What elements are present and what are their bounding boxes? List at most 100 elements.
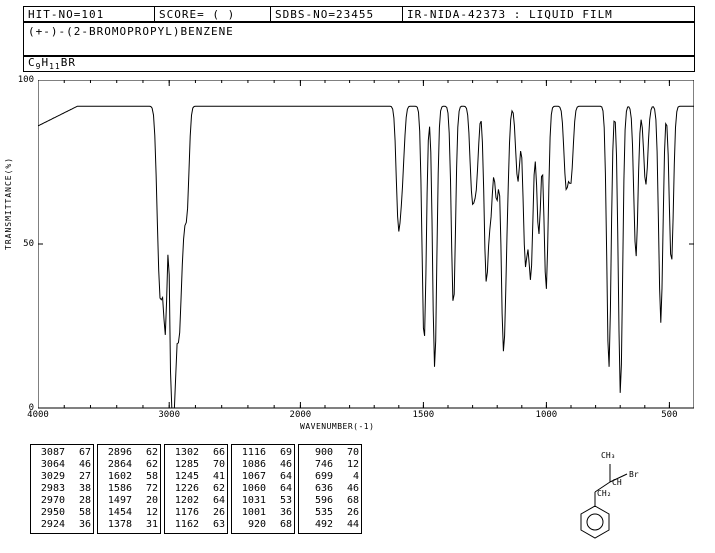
peak-wn: 3087 xyxy=(33,447,69,459)
y-axis-label: TRANSMITTANCE(%) xyxy=(4,157,13,250)
compound-name-cell: (+-)-(2-BROMOPROPYL)BENZENE xyxy=(23,22,695,56)
x-tick-label: 3000 xyxy=(149,410,189,420)
peak-wn: 746 xyxy=(301,459,337,471)
peak-t: 53 xyxy=(270,495,292,507)
peak-wn: 2864 xyxy=(100,459,136,471)
peak-t: 68 xyxy=(337,495,359,507)
ch-label: CH xyxy=(612,478,622,487)
peak-wn: 1202 xyxy=(167,495,203,507)
formula-cell: C9H11BR xyxy=(23,56,695,72)
peak-t: 58 xyxy=(69,507,91,519)
peak-t: 69 xyxy=(270,447,292,459)
peak-row: 160258 xyxy=(100,471,158,483)
molecule-diagram: CH₃ Br CH CH₂ xyxy=(555,444,655,539)
peak-wn: 1497 xyxy=(100,495,136,507)
peak-t: 70 xyxy=(203,459,225,471)
peak-row: 59668 xyxy=(301,495,359,507)
peak-row: 108646 xyxy=(234,459,292,471)
peak-t: 38 xyxy=(69,483,91,495)
peak-t: 27 xyxy=(69,471,91,483)
x-tick-label: 500 xyxy=(649,410,689,420)
ir-cell: IR-NIDA-42373 : LIQUID FILM xyxy=(403,6,695,22)
sdbs-no-cell: SDBS-NO=23455 xyxy=(271,6,403,22)
peak-wn: 1116 xyxy=(234,447,270,459)
molecule-svg: CH₃ Br CH CH₂ xyxy=(555,444,655,539)
peak-t: 70 xyxy=(337,447,359,459)
peak-wn: 1162 xyxy=(167,519,203,531)
peak-wn: 535 xyxy=(301,507,337,519)
peak-row: 6994 xyxy=(301,471,359,483)
x-tick-label: 1500 xyxy=(403,410,443,420)
peak-wn: 2924 xyxy=(33,519,69,531)
peak-t: 67 xyxy=(69,447,91,459)
peak-t: 36 xyxy=(270,507,292,519)
peak-row: 292436 xyxy=(33,519,91,531)
peak-wn: 3064 xyxy=(33,459,69,471)
peak-t: 20 xyxy=(136,495,158,507)
peak-t: 62 xyxy=(203,483,225,495)
peak-table-4: 9007074612699463646596685352649244 xyxy=(298,444,362,534)
peak-row: 120264 xyxy=(167,495,225,507)
peak-row: 145412 xyxy=(100,507,158,519)
peak-wn: 1378 xyxy=(100,519,136,531)
peak-row: 92068 xyxy=(234,519,292,531)
peak-t: 62 xyxy=(136,447,158,459)
spectrum-page: HIT-NO=101 SCORE= ( ) SDBS-NO=23455 IR-N… xyxy=(0,0,715,553)
peak-t: 66 xyxy=(203,447,225,459)
peak-wn: 636 xyxy=(301,483,337,495)
peak-table-2: 1302661285701245411226621202641176261162… xyxy=(164,444,228,534)
peak-row: 130266 xyxy=(167,447,225,459)
peak-row: 111669 xyxy=(234,447,292,459)
x-tick-label: 4000 xyxy=(18,410,58,420)
peak-t: 28 xyxy=(69,495,91,507)
peak-row: 49244 xyxy=(301,519,359,531)
score-cell: SCORE= ( ) xyxy=(155,6,271,22)
peak-wn: 596 xyxy=(301,495,337,507)
peak-t: 63 xyxy=(203,519,225,531)
peak-wn: 900 xyxy=(301,447,337,459)
peak-t: 46 xyxy=(337,483,359,495)
peak-wn: 1060 xyxy=(234,483,270,495)
peak-t: 26 xyxy=(337,507,359,519)
peak-t: 64 xyxy=(270,471,292,483)
peak-t: 72 xyxy=(136,483,158,495)
peak-t: 12 xyxy=(136,507,158,519)
peak-wn: 1586 xyxy=(100,483,136,495)
peak-wn: 2896 xyxy=(100,447,136,459)
br-label: Br xyxy=(629,470,639,479)
peak-wn: 3029 xyxy=(33,471,69,483)
peak-wn: 1285 xyxy=(167,459,203,471)
peak-wn: 1176 xyxy=(167,507,203,519)
peak-row: 295058 xyxy=(33,507,91,519)
peak-wn: 1031 xyxy=(234,495,270,507)
peak-row: 63646 xyxy=(301,483,359,495)
peak-t: 36 xyxy=(69,519,91,531)
peak-wn: 1454 xyxy=(100,507,136,519)
peak-row: 124541 xyxy=(167,471,225,483)
header-row: HIT-NO=101 SCORE= ( ) SDBS-NO=23455 IR-N… xyxy=(23,6,695,22)
ir-spectrum-chart xyxy=(38,80,694,418)
peak-t: 46 xyxy=(69,459,91,471)
peak-row: 302927 xyxy=(33,471,91,483)
peak-row: 158672 xyxy=(100,483,158,495)
peak-row: 308767 xyxy=(33,447,91,459)
peak-row: 298338 xyxy=(33,483,91,495)
x-tick-label: 2000 xyxy=(280,410,320,420)
peak-row: 297028 xyxy=(33,495,91,507)
peak-row: 116263 xyxy=(167,519,225,531)
peak-wn: 1067 xyxy=(234,471,270,483)
peak-t: 46 xyxy=(270,459,292,471)
peak-wn: 699 xyxy=(301,471,337,483)
peak-t: 31 xyxy=(136,519,158,531)
peak-row: 137831 xyxy=(100,519,158,531)
x-tick-label: 1000 xyxy=(526,410,566,420)
peak-row: 289662 xyxy=(100,447,158,459)
peak-wn: 1602 xyxy=(100,471,136,483)
peak-t: 62 xyxy=(136,459,158,471)
x-axis-label: WAVENUMBER(-1) xyxy=(300,422,374,431)
peak-t: 41 xyxy=(203,471,225,483)
peak-row: 306446 xyxy=(33,459,91,471)
peak-t: 12 xyxy=(337,459,359,471)
peak-row: 117626 xyxy=(167,507,225,519)
peak-t: 26 xyxy=(203,507,225,519)
